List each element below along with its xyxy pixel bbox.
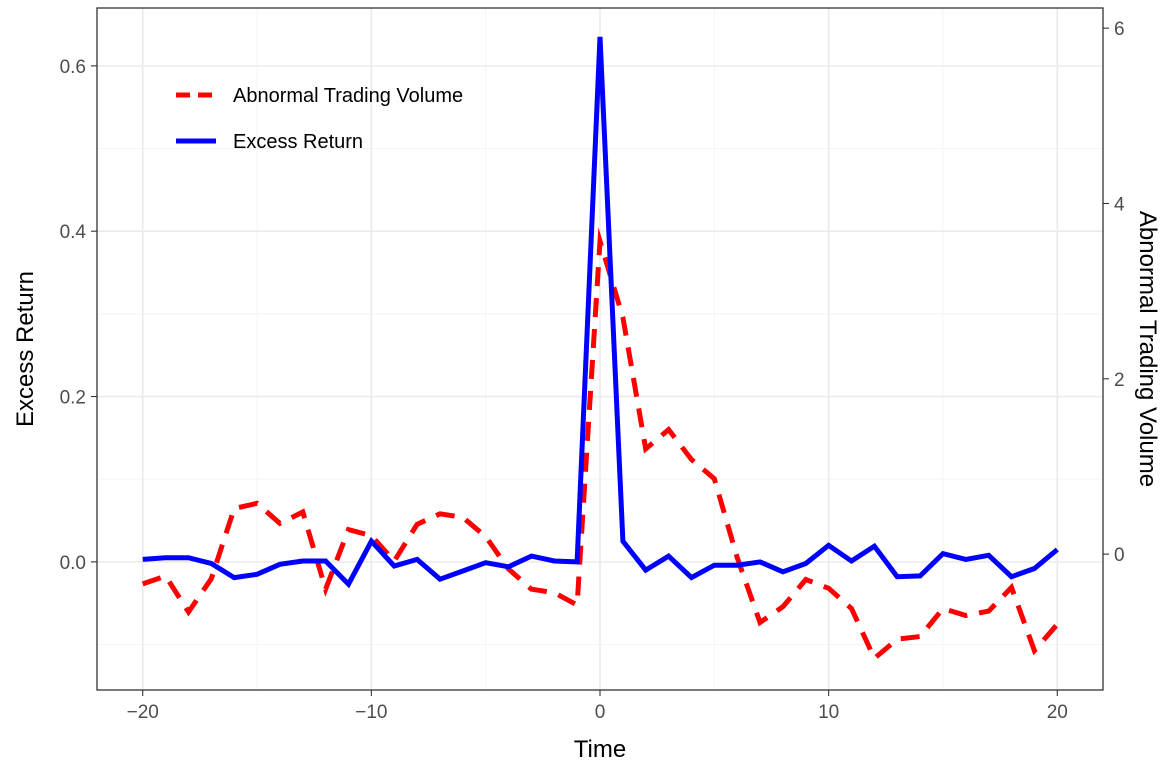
y-tick-label-right: 2 — [1114, 370, 1125, 391]
axis-ticks: −20 −10 0 10 20 0.0 0.2 0.4 0.6 0 2 4 6 — [60, 19, 1125, 723]
x-tick-label: −10 — [355, 702, 387, 723]
y-axis-title-right: Abnormal Trading Volume — [1134, 211, 1161, 487]
y-tick-label-left: 0.0 — [60, 553, 86, 574]
series-line-2 — [142, 36, 1059, 589]
x-tick-label: 10 — [818, 702, 839, 723]
y-tick-label-left: 0.2 — [60, 388, 86, 409]
legend-label-2: Excess Return — [233, 131, 363, 153]
x-tick-label: 20 — [1047, 702, 1068, 723]
series-line-1 — [141, 227, 1060, 663]
x-tick-label: 0 — [595, 702, 606, 723]
series-lines — [141, 36, 1060, 663]
gridlines — [97, 8, 1103, 690]
y-axis-title-left: Excess Return — [12, 271, 39, 427]
x-axis-title: Time — [574, 736, 626, 763]
y-tick-label-right: 4 — [1114, 194, 1125, 215]
x-tick-label: −20 — [127, 702, 159, 723]
y-tick-label-right: 0 — [1114, 545, 1125, 566]
y-tick-label-left: 0.6 — [60, 57, 86, 78]
y-tick-label-right: 6 — [1114, 19, 1125, 40]
legend: Abnormal Trading Volume Excess Return — [176, 85, 463, 153]
legend-label-1: Abnormal Trading Volume — [233, 85, 463, 107]
y-tick-label-left: 0.4 — [60, 222, 87, 243]
